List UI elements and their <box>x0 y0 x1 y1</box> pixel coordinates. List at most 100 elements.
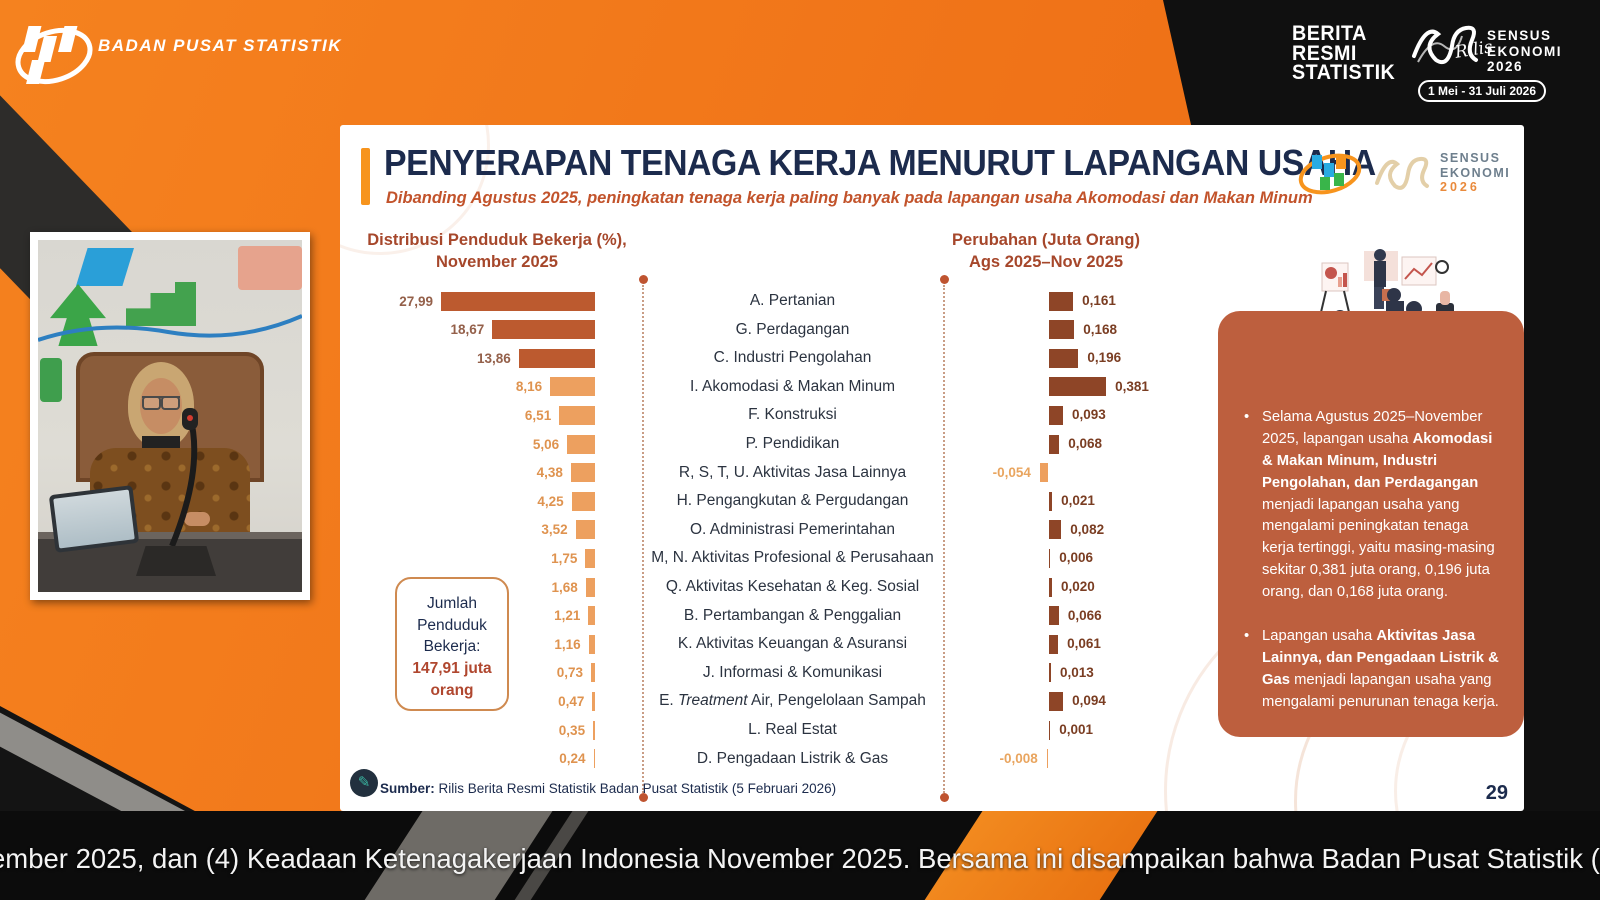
right-bar <box>1049 377 1107 397</box>
jumlah-line2: Penduduk <box>417 616 487 634</box>
left-bar <box>550 377 595 397</box>
right-bar-value: 0,068 <box>1068 436 1102 451</box>
sensus-line1: SENSUS <box>1487 28 1552 43</box>
right-bar-row: 0,093 <box>943 401 1303 429</box>
left-bar-value: 6,51 <box>524 407 552 423</box>
slide: PENYERAPAN TENAGA KERJA MENURUT LAPANGAN… <box>340 125 1524 811</box>
left-bar <box>591 663 595 683</box>
left-bar-row: 13,86 <box>340 344 595 372</box>
left-bar-value: 4,25 <box>537 493 564 509</box>
right-bar <box>1049 577 1052 597</box>
left-bar-row: 8,16 <box>340 373 595 401</box>
category-label: R, S, T, U. Aktivitas Jasa Lainnya <box>678 463 907 481</box>
left-bar <box>575 520 595 540</box>
left-bar-row: 18,67 <box>340 316 595 344</box>
left-bar <box>592 691 595 711</box>
right-bar-row: 0,066 <box>943 602 1303 630</box>
left-bar-value: 27,99 <box>399 293 434 309</box>
wall-decor-blue-line <box>38 314 302 342</box>
page-number: 29 <box>1485 782 1508 804</box>
left-bar-value: 1,16 <box>554 636 581 652</box>
slide-title: PENYERAPAN TENAGA KERJA MENURUT LAPANGAN… <box>384 142 1376 183</box>
category-label: L. Real Estat <box>748 721 837 738</box>
left-bar-value: 3,52 <box>541 522 568 538</box>
left-bar <box>492 320 595 340</box>
left-bar-value: 1,68 <box>551 579 578 595</box>
tablet-screen <box>53 489 135 549</box>
right-bar-value: 0,381 <box>1115 378 1149 394</box>
right-bar-row: 0,381 <box>943 373 1303 401</box>
left-bar <box>585 548 595 568</box>
divider-dot <box>940 793 949 802</box>
left-bar <box>588 634 595 654</box>
annotation-pencil-icon[interactable]: ✎ <box>350 769 378 797</box>
sensus-ribbon-color-icon <box>1375 156 1429 190</box>
ticker-bar: ember 2025, dan (4) Keadaan Ketenagakerj… <box>0 811 1600 900</box>
left-bar-value: 13,86 <box>476 350 511 366</box>
left-chart-header-line2: November 2025 <box>436 253 558 272</box>
right-bar-row: -0,008 <box>943 745 1303 773</box>
right-bar-value: -0,054 <box>992 464 1031 480</box>
sensus-slide-year: 2026 <box>1440 180 1480 195</box>
left-bar-value: 0,73 <box>556 665 583 681</box>
sensus-line2: EKONOMI <box>1487 43 1563 59</box>
left-bar-row: 5,06 <box>340 430 595 458</box>
sensus-ekonomi-ribbon-icon <box>1408 16 1480 79</box>
jumlah-line3: Bekerja: <box>423 638 481 656</box>
category-label: P. Pendidikan <box>745 435 840 452</box>
source-text: Rilis Berita Resmi Statistik Badan Pusat… <box>434 781 837 796</box>
wall-decor-salmon <box>238 246 302 290</box>
right-bar-row: 0,021 <box>943 487 1303 515</box>
right-bar-value: 0,013 <box>1059 664 1094 680</box>
right-bar-value: 0,001 <box>1059 722 1093 737</box>
category-label: H. Pengangkutan & Pergudangan <box>676 492 909 510</box>
right-bar-negative <box>1046 749 1048 769</box>
right-bar-value: 0,168 <box>1083 321 1117 337</box>
category-label: G. Perdagangan <box>735 320 850 338</box>
divider-dot <box>639 793 648 802</box>
right-bar <box>1049 405 1063 425</box>
left-bar-value: 5,06 <box>532 436 560 452</box>
presenter-video-scene <box>38 240 302 592</box>
right-bar-value: 0,161 <box>1082 293 1116 308</box>
category-label: I. Akomodasi & Makan Minum <box>689 377 896 395</box>
right-bar-negative <box>1039 463 1048 483</box>
source-line: Sumber: Rilis Berita Resmi Statistik Bad… <box>380 781 836 796</box>
category-label: D. Pengadaan Listrik & Gas <box>696 749 889 767</box>
right-bar-value: 0,066 <box>1067 607 1102 623</box>
left-bar-value: 1,75 <box>551 550 578 566</box>
right-bar-value: 0,021 <box>1061 493 1095 509</box>
right-chart-header: Perubahan (Juta Orang) Ags 2025–Nov 2025 <box>936 229 1156 274</box>
divider-dot <box>639 275 648 284</box>
slide-logos: SENSUS EKONOMI 2026 <box>1298 147 1510 199</box>
left-bar-value: 18,67 <box>450 322 485 338</box>
wall-decor-blue <box>76 248 134 286</box>
left-bar-value: 4,38 <box>536 465 563 481</box>
right-bar-row: 0,068 <box>943 430 1303 458</box>
category-label: F. Konstruksi <box>748 406 837 424</box>
left-bar <box>441 291 595 311</box>
right-bar <box>1049 548 1051 568</box>
right-bar-value: 0,006 <box>1059 550 1093 566</box>
left-bar-row: 27,99 <box>340 287 595 315</box>
left-bar <box>570 463 595 483</box>
ticker-text: ember 2025, dan (4) Keadaan Ketenagakerj… <box>0 843 1600 874</box>
left-bar-value: 8,16 <box>515 379 543 395</box>
right-bar-row: 0,082 <box>943 516 1303 544</box>
title-accent-bar <box>361 148 370 205</box>
right-bar <box>1049 720 1051 740</box>
left-bar-row: 4,25 <box>340 487 595 515</box>
sensus-ekonomi-wordmark: SENSUS EKONOMI 2026 <box>1487 28 1562 75</box>
category-label: C. Industri Pengolahan <box>713 349 872 367</box>
right-bar-row: 0,161 <box>943 287 1303 315</box>
left-bar-value: 0,24 <box>559 751 586 767</box>
right-bar <box>1049 491 1053 511</box>
jumlah-penduduk-box: Jumlah Penduduk Bekerja: 147,91 juta ora… <box>395 577 509 711</box>
left-bar-row: 0,47 <box>340 687 595 715</box>
right-bar-value: 0,093 <box>1071 407 1106 423</box>
insight-bullet: Lapangan usaha Aktivitas Jasa Lainnya, d… <box>1244 626 1500 714</box>
right-bar-value: 0,061 <box>1067 636 1101 652</box>
jumlah-line1: Jumlah <box>427 595 477 612</box>
left-bar-row: 0,24 <box>340 745 595 773</box>
